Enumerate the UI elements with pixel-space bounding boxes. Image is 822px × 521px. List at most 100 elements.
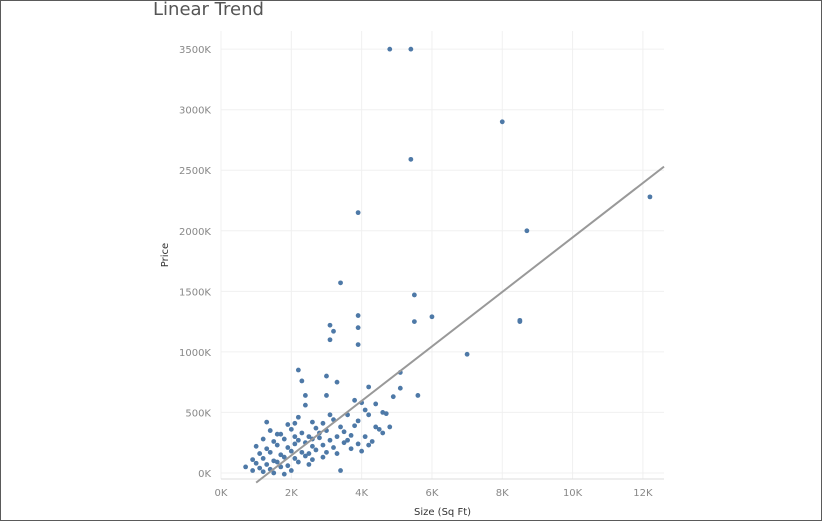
data-point <box>355 325 361 331</box>
data-point <box>274 431 280 437</box>
data-point <box>324 373 329 379</box>
data-point <box>327 437 333 443</box>
data-point <box>390 394 396 400</box>
data-point <box>302 453 308 459</box>
data-point <box>292 456 298 461</box>
data-point <box>380 430 386 436</box>
data-point <box>264 446 270 452</box>
x-tick-label: 2K <box>285 488 298 499</box>
data-point <box>281 471 287 477</box>
data-point <box>362 407 368 413</box>
data-point <box>352 423 358 429</box>
data-point <box>327 322 333 328</box>
data-point <box>295 414 301 420</box>
data-point <box>306 462 312 467</box>
y-axis-label: Price <box>160 243 171 267</box>
grid-layer <box>220 31 664 479</box>
data-point <box>517 319 523 324</box>
data-point <box>355 342 361 347</box>
data-point <box>253 460 259 466</box>
data-point <box>415 393 421 398</box>
data-point <box>292 420 298 426</box>
data-point <box>250 457 256 463</box>
data-point <box>341 429 347 435</box>
data-point <box>267 449 273 455</box>
data-point <box>397 385 403 391</box>
data-point <box>324 393 329 398</box>
data-point <box>274 442 280 448</box>
data-point <box>324 449 329 455</box>
data-point <box>387 46 393 52</box>
data-point <box>299 378 305 384</box>
trend-layer <box>255 165 665 484</box>
x-tick-label: 12K <box>633 488 653 499</box>
data-point <box>288 468 294 473</box>
x-tick-label: 10K <box>563 488 583 499</box>
data-point <box>341 440 347 446</box>
data-point <box>306 434 312 440</box>
x-tick-label: 6K <box>425 488 438 499</box>
data-point <box>260 436 266 442</box>
data-point <box>260 469 266 475</box>
data-point <box>281 454 287 460</box>
data-point <box>376 426 382 432</box>
data-point <box>285 445 291 450</box>
data-point <box>320 454 326 460</box>
trend-line <box>255 165 665 484</box>
data-point <box>334 434 340 440</box>
data-point <box>264 462 270 467</box>
data-point <box>345 437 350 443</box>
data-point <box>295 367 301 373</box>
data-point <box>348 446 354 452</box>
data-point <box>257 451 263 456</box>
data-point <box>408 156 414 162</box>
data-point <box>362 434 368 440</box>
data-point <box>408 46 414 52</box>
data-point <box>317 435 322 441</box>
data-point <box>306 451 312 456</box>
data-point <box>292 441 298 447</box>
data-point <box>411 292 417 298</box>
data-point <box>334 379 340 385</box>
data-point <box>295 459 301 465</box>
data-point <box>338 468 343 473</box>
data-point <box>264 419 270 425</box>
data-point <box>285 463 291 469</box>
data-point <box>320 442 326 448</box>
data-point <box>281 436 287 442</box>
data-point <box>647 194 653 200</box>
data-point <box>366 384 372 390</box>
data-point <box>366 442 372 448</box>
data-point <box>387 424 393 430</box>
y-tick-label: 2500K <box>179 166 211 177</box>
data-point <box>285 422 291 427</box>
data-point <box>355 418 361 424</box>
points-layer <box>243 46 653 477</box>
y-tick-label: 2000K <box>179 227 211 238</box>
data-point <box>302 393 308 398</box>
data-point <box>288 426 294 432</box>
data-point <box>271 470 277 476</box>
data-point <box>257 465 263 471</box>
axis-layer: 0K 2K 4K 6K 8K 10K 12K 0K 500K 1000K 1500K 2000K 250… <box>179 45 664 499</box>
x-tick-label: 8K <box>496 488 509 499</box>
data-point <box>355 210 361 216</box>
data-point <box>338 280 343 286</box>
data-point <box>313 425 319 431</box>
data-point <box>348 433 354 438</box>
data-point <box>334 451 340 456</box>
data-point <box>499 119 505 125</box>
data-point <box>429 314 435 320</box>
data-point <box>359 448 365 454</box>
data-point <box>331 328 336 334</box>
data-point <box>260 456 266 461</box>
data-point <box>288 448 294 454</box>
data-point <box>267 428 273 433</box>
y-tick-label: 500K <box>185 408 211 419</box>
data-point <box>299 449 305 455</box>
data-point <box>292 434 298 440</box>
data-point <box>369 439 375 444</box>
data-point <box>355 313 361 318</box>
x-tick-label: 4K <box>355 488 368 499</box>
